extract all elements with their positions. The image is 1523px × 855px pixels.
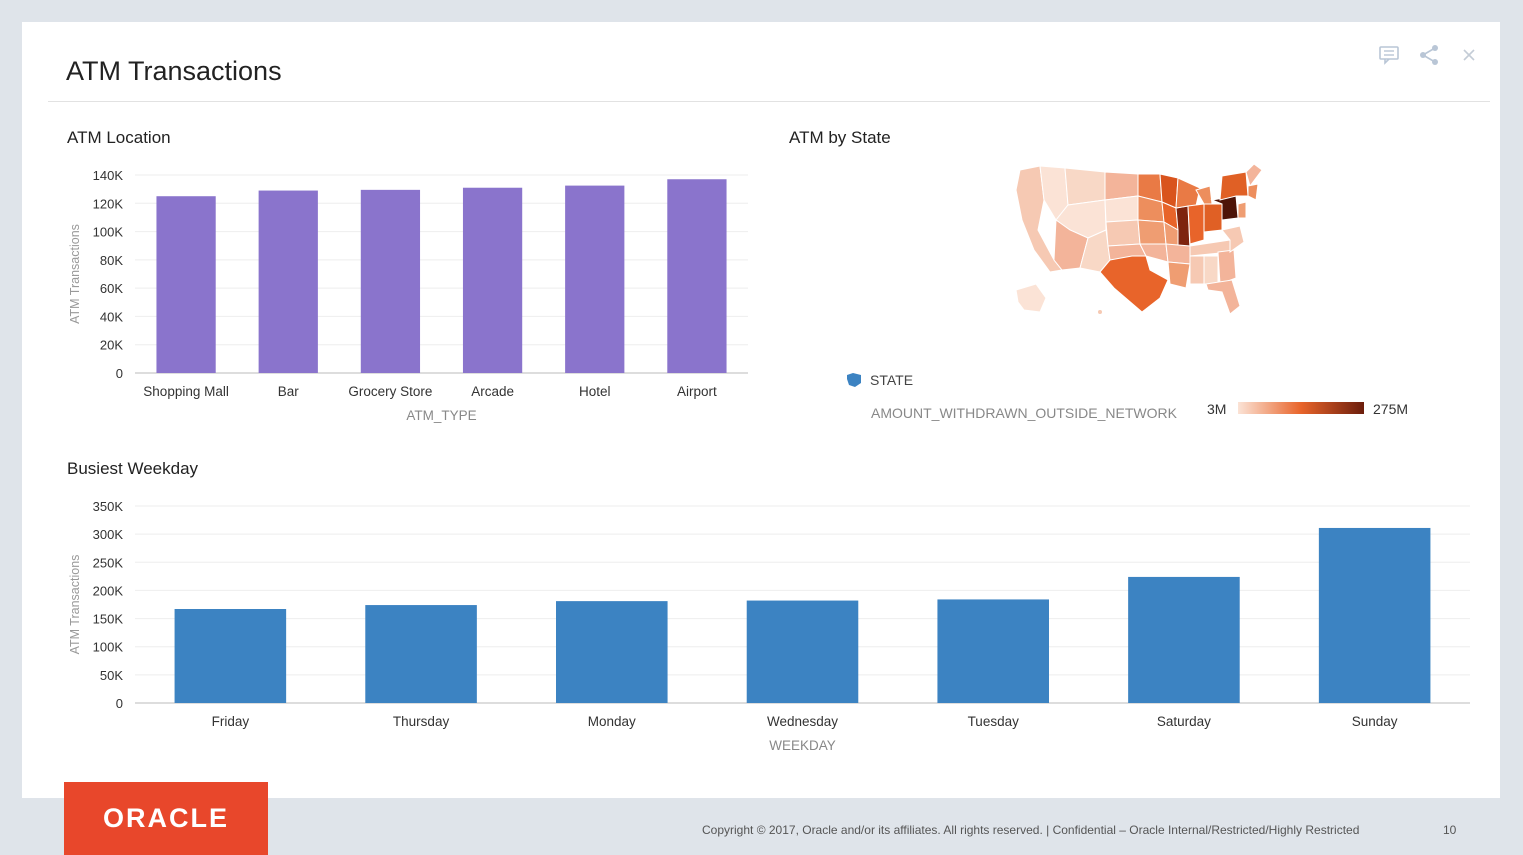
y-tick-label: 20K xyxy=(100,338,123,353)
x-axis-title: WEEKDAY xyxy=(769,738,836,753)
state-shape[interactable] xyxy=(1165,243,1191,265)
oracle-logo: ORACLE xyxy=(64,782,268,855)
bar[interactable] xyxy=(746,600,859,703)
x-tick-label: Shopping Mall xyxy=(143,384,229,399)
color-scale-max: 275M xyxy=(1373,401,1409,417)
bar[interactable] xyxy=(565,185,625,373)
close-icon[interactable] xyxy=(1458,44,1480,66)
x-tick-label: Friday xyxy=(212,714,250,729)
bar[interactable] xyxy=(937,599,1049,703)
bar[interactable] xyxy=(360,189,421,373)
x-tick-label: Wednesday xyxy=(767,714,838,729)
bar[interactable] xyxy=(556,601,668,703)
x-tick-label: Bar xyxy=(278,384,300,399)
x-tick-label: Tuesday xyxy=(968,714,1020,729)
state-shape[interactable] xyxy=(1219,171,1249,201)
state-shape[interactable] xyxy=(1064,167,1106,206)
state-shape[interactable] xyxy=(1205,279,1241,315)
state-shape[interactable] xyxy=(1015,283,1047,313)
share-icon[interactable] xyxy=(1418,44,1440,66)
bar[interactable] xyxy=(156,196,216,373)
state-shape[interactable] xyxy=(1167,261,1191,289)
bar[interactable] xyxy=(365,605,477,703)
y-tick-label: 50K xyxy=(100,668,123,683)
page-title: ATM Transactions xyxy=(66,56,282,86)
x-tick-label: Monday xyxy=(588,714,636,729)
x-tick-label: Saturday xyxy=(1157,714,1211,729)
state-shape[interactable] xyxy=(1175,177,1201,209)
bar[interactable] xyxy=(667,179,727,373)
oracle-logo-text: ORACLE xyxy=(103,803,229,833)
state-shape[interactable] xyxy=(1098,310,1102,314)
atm-by-state-title: ATM by State xyxy=(789,128,891,147)
state-shape[interactable] xyxy=(1189,255,1205,285)
y-tick-label: 40K xyxy=(100,309,123,324)
y-tick-label: 0 xyxy=(116,366,123,381)
y-tick-label: 200K xyxy=(93,583,124,598)
bar[interactable] xyxy=(1318,527,1431,703)
state-shape[interactable] xyxy=(1203,203,1223,233)
y-tick-label: 150K xyxy=(93,612,124,627)
x-tick-label: Airport xyxy=(677,384,717,399)
y-tick-label: 120K xyxy=(93,196,124,211)
comment-icon[interactable] xyxy=(1378,44,1400,66)
state-shape[interactable] xyxy=(1099,255,1169,313)
state-shape[interactable] xyxy=(1245,163,1263,188)
bar[interactable] xyxy=(1128,576,1240,703)
x-tick-label: Arcade xyxy=(471,384,514,399)
state-shape[interactable] xyxy=(1217,249,1237,285)
x-tick-label: Sunday xyxy=(1352,714,1398,729)
state-shape[interactable] xyxy=(1203,255,1219,285)
state-shape[interactable] xyxy=(1187,203,1205,245)
y-tick-label: 100K xyxy=(93,225,124,240)
atm-location-title: ATM Location xyxy=(67,128,171,147)
state-shape[interactable] xyxy=(1221,225,1245,253)
y-tick-label: 100K xyxy=(93,640,124,655)
page-number: 10 xyxy=(1443,823,1457,837)
bar[interactable] xyxy=(462,187,523,373)
y-tick-label: 300K xyxy=(93,527,124,542)
map-measure-label: AMOUNT_WITHDRAWN_OUTSIDE_NETWORK xyxy=(871,405,1177,421)
y-tick-label: 350K xyxy=(93,499,124,514)
state-shape[interactable] xyxy=(1247,183,1259,201)
y-tick-label: 60K xyxy=(100,281,123,296)
x-tick-label: Thursday xyxy=(393,714,450,729)
bar[interactable] xyxy=(258,190,318,373)
state-shape[interactable] xyxy=(1104,195,1139,223)
bar[interactable] xyxy=(174,609,287,703)
busiest-weekday-title: Busiest Weekday xyxy=(67,459,199,478)
busiest-weekday-chart: 0 50K 100K 150K 200K 250K 300K 350K Friday Thursd… xyxy=(68,499,1470,753)
color-scale-min: 3M xyxy=(1207,401,1227,417)
atm-location-chart: 0 20K 40K 60K 80K 100K 120K 140K Shopping Mall Ba… xyxy=(68,168,748,423)
state-shape[interactable] xyxy=(1237,201,1247,219)
y-axis-title: ATM Transactions xyxy=(68,555,82,655)
y-axis-title: ATM Transactions xyxy=(68,224,82,324)
state-legend-label: STATE xyxy=(870,372,914,388)
state-legend-icon xyxy=(847,373,861,387)
footer-copyright: Copyright © 2017, Oracle and/or its affi… xyxy=(702,823,1360,837)
color-scale-bar xyxy=(1238,402,1364,414)
state-shape[interactable] xyxy=(1105,219,1141,247)
y-tick-label: 80K xyxy=(100,253,123,268)
y-tick-label: 250K xyxy=(93,555,124,570)
x-axis-title: ATM_TYPE xyxy=(406,408,476,423)
x-tick-label: Grocery Store xyxy=(348,384,432,399)
state-shape[interactable] xyxy=(1137,219,1167,245)
toolbar xyxy=(1378,44,1480,66)
title-divider xyxy=(48,101,1490,102)
y-tick-label: 0 xyxy=(116,696,123,711)
us-state-map[interactable] xyxy=(1010,160,1270,320)
x-tick-label: Hotel xyxy=(579,384,611,399)
state-shape[interactable] xyxy=(1104,171,1139,201)
y-tick-label: 140K xyxy=(93,168,124,183)
